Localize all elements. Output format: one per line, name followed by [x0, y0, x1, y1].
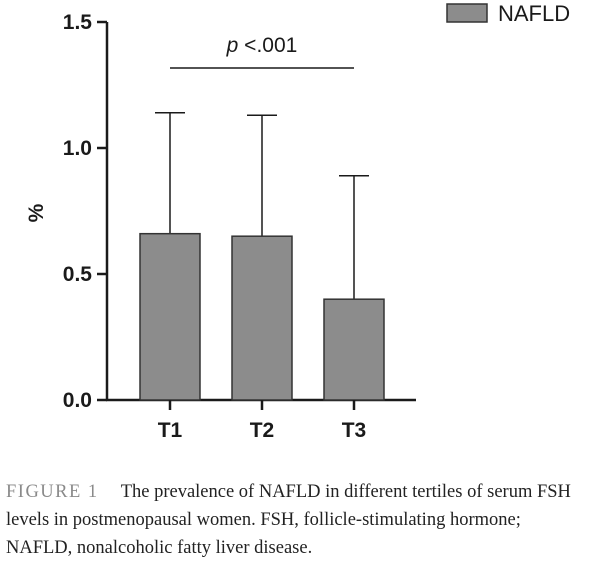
x-tick-label: T2 — [250, 419, 275, 442]
y-tick-label: 1.0 — [63, 137, 92, 160]
legend-swatch — [446, 3, 488, 23]
bar-chart: 0.0 0.5 1.0 1.5 T1 T2 T3 % p <.001 NAFLD — [25, 1, 570, 442]
y-tick-label: 0.0 — [63, 389, 92, 412]
p-value: <.001 — [238, 34, 297, 57]
bar-t3 — [323, 298, 385, 401]
bars — [139, 111, 385, 401]
significance-annotation: p <.001 — [226, 34, 298, 57]
y-axis-label: % — [25, 203, 48, 222]
y-ticks: 0.0 0.5 1.0 1.5 — [63, 11, 107, 412]
x-tick-labels: T1 T2 T3 — [158, 400, 367, 442]
y-tick-label: 1.5 — [63, 11, 93, 34]
figure-caption: FIGURE 1 The prevalence of NAFLD in diffe… — [6, 478, 586, 562]
x-tick-label: T3 — [342, 419, 367, 442]
x-tick-label: T1 — [158, 419, 183, 442]
legend-label: NAFLD — [498, 1, 570, 26]
bar-t1 — [139, 232, 201, 401]
figure-label: FIGURE 1 — [6, 482, 99, 502]
caption-text: The prevalence of NAFLD in different ter… — [6, 482, 571, 558]
p-symbol: p — [226, 34, 239, 57]
bar-t2 — [231, 235, 293, 401]
y-tick-label: 0.5 — [63, 263, 93, 286]
